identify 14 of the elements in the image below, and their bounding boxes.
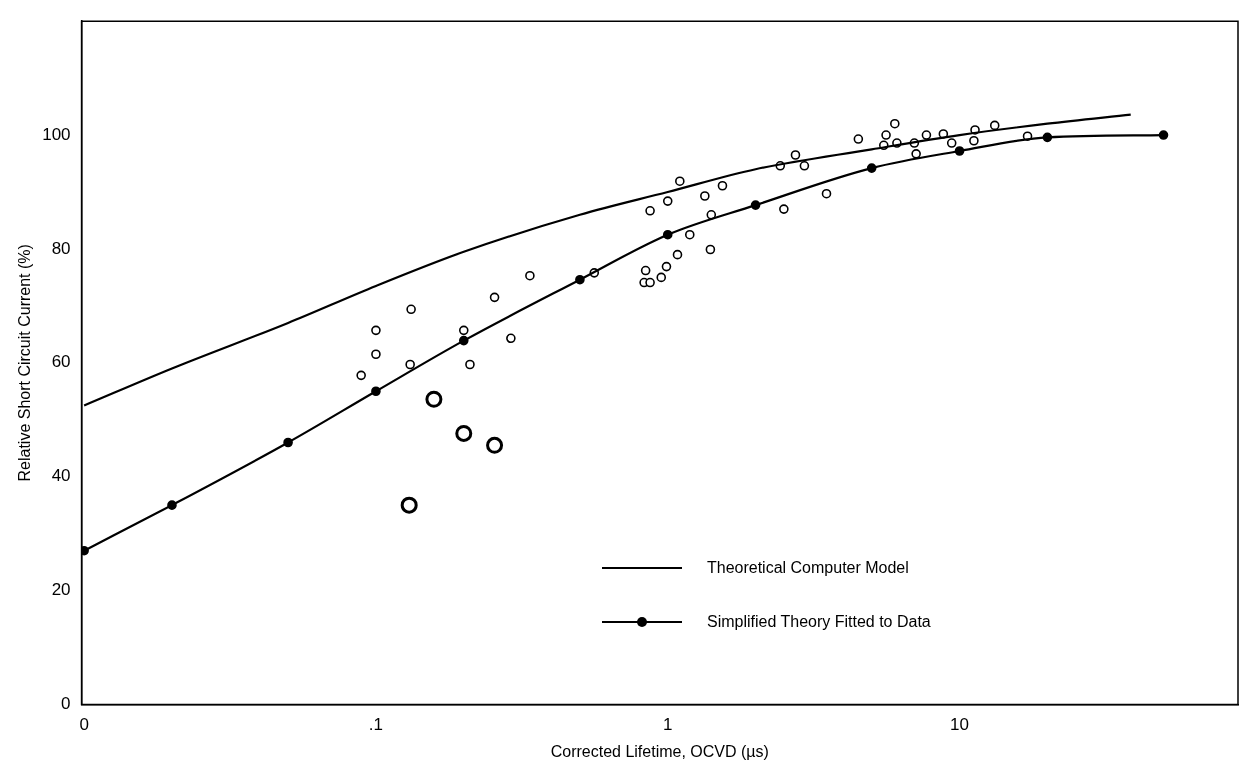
x-tick-label: 1 [663,715,673,735]
y-tick-label: 20 [51,580,71,600]
x-tick-label: 0 [79,715,89,735]
legend-label: Simplified Theory Fitted to Data [706,613,931,632]
y-tick-label: 80 [51,238,71,258]
x-axis-title: Corrected Lifetime, OCVD (µs) [550,742,769,760]
y-tick-label: 100 [42,124,71,144]
x-tick-label: .1 [368,715,384,735]
y-tick-label: 60 [51,352,71,372]
y-tick-label: 40 [51,466,71,486]
x-tick-label: 10 [950,715,970,735]
y-tick-label: 0 [61,694,71,714]
legend-label: Theoretical Computer Model [706,558,909,577]
y-axis-title: Relative Short Circuit Current (%) [16,244,34,482]
